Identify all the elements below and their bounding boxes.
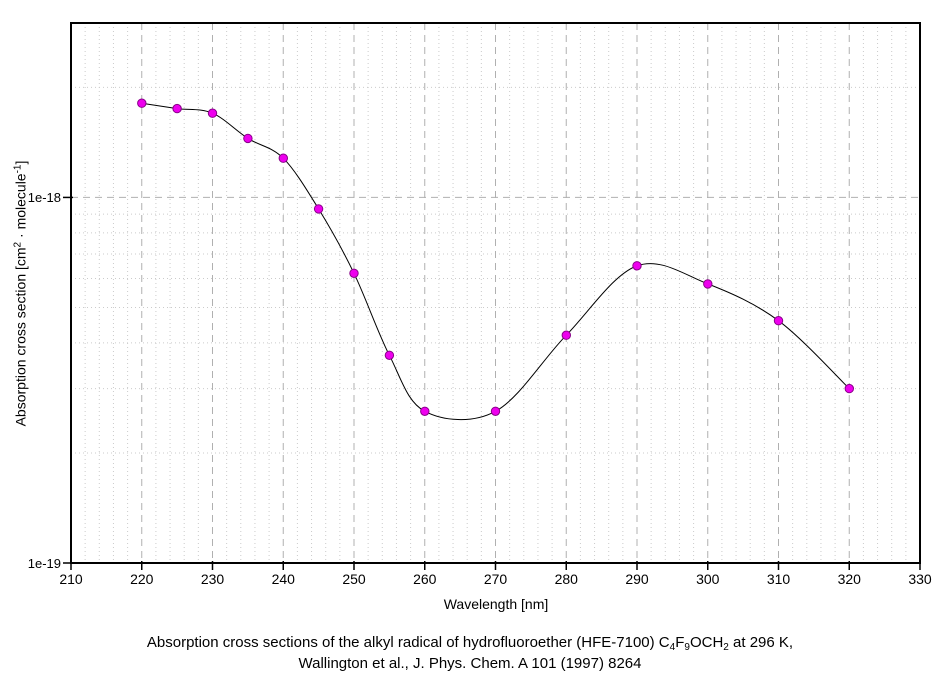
data-point-marker xyxy=(207,108,218,118)
y-tick-label: 1e-18 xyxy=(27,189,61,205)
x-tick-label: 230 xyxy=(200,571,225,587)
y-tick-label: 1e-19 xyxy=(27,555,61,571)
data-point-marker xyxy=(490,406,501,416)
x-tick-label: 290 xyxy=(625,571,649,587)
data-point-marker xyxy=(278,153,288,163)
x-tick-label: 250 xyxy=(342,571,366,587)
data-point-marker xyxy=(172,103,182,114)
caption-line2: Wallington et al., J. Phys. Chem. A 101 … xyxy=(298,655,642,672)
data-point-marker xyxy=(313,204,324,214)
x-tick-label: 310 xyxy=(766,571,791,587)
data-point-marker xyxy=(137,98,147,108)
x-tick-label: 220 xyxy=(130,571,154,587)
x-axis-title: Wavelength [nm] xyxy=(443,596,549,612)
x-tick-label: 280 xyxy=(554,571,578,587)
x-tick-label: 320 xyxy=(837,571,861,587)
x-tick-label: 210 xyxy=(59,571,83,587)
data-point-marker xyxy=(773,316,784,326)
x-tick-label: 270 xyxy=(483,571,508,587)
series-curve xyxy=(141,102,850,421)
y-axis-title: Absorption cross section [cm2 · molecule… xyxy=(12,160,29,427)
x-tick-label: 300 xyxy=(696,571,720,587)
data-point-marker xyxy=(384,350,395,360)
data-point-marker xyxy=(243,133,253,144)
data-point-marker xyxy=(632,261,642,271)
x-tick-label: 330 xyxy=(908,571,932,587)
data-point-marker xyxy=(703,279,713,289)
data-point-marker xyxy=(844,383,854,394)
data-point-marker xyxy=(349,268,359,278)
data-point-marker xyxy=(561,330,571,340)
data-point-marker xyxy=(420,406,430,416)
x-tick-label: 240 xyxy=(271,571,295,587)
x-tick-label: 260 xyxy=(413,571,437,587)
caption-line1: Absorption cross sections of the alkyl r… xyxy=(146,634,794,653)
